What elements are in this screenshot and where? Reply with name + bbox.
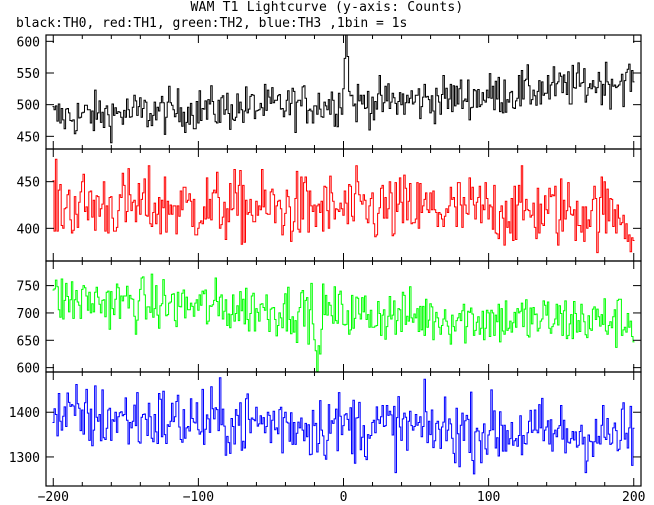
y-tick-label: 1400 bbox=[9, 406, 40, 421]
y-tick-label: 750 bbox=[17, 280, 40, 295]
panel-frame-th0 bbox=[45, 34, 642, 150]
x-tick-label: −100 bbox=[183, 490, 214, 505]
y-tick-label: 400 bbox=[17, 222, 40, 237]
y-tick-label: 550 bbox=[17, 67, 40, 82]
chart-title: WAM T1 Lightcurve (y-axis: Counts) bbox=[190, 0, 464, 15]
y-tick-label: 1300 bbox=[9, 451, 40, 466]
chart-legend-subtitle: black:TH0, red:TH1, green:TH2, blue:TH3 … bbox=[16, 16, 408, 31]
y-tick-label: 450 bbox=[17, 130, 40, 145]
x-tick-label: −200 bbox=[38, 490, 69, 505]
y-tick-label: 600 bbox=[17, 362, 40, 377]
series-line-th1 bbox=[52, 158, 635, 254]
series-line-th0 bbox=[52, 35, 635, 144]
y-tick-label: 500 bbox=[17, 99, 40, 114]
series-line-th3 bbox=[52, 377, 635, 475]
x-tick-label: 100 bbox=[477, 490, 500, 505]
y-tick-label: 700 bbox=[17, 307, 40, 322]
series-line-th2 bbox=[52, 273, 635, 372]
y-tick-label: 600 bbox=[17, 35, 40, 50]
x-tick-label: 200 bbox=[622, 490, 645, 505]
y-tick-label: 650 bbox=[17, 334, 40, 349]
x-tick-label: 0 bbox=[340, 490, 348, 505]
y-tick-label: 450 bbox=[17, 176, 40, 191]
